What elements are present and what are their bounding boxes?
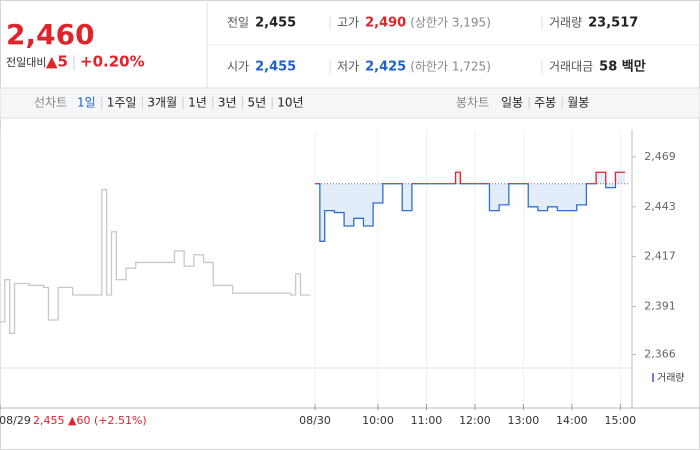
- change-pct: +0.20%: [80, 53, 145, 71]
- y-tick-label: 2,443: [644, 200, 676, 213]
- stat-label: 거래량: [549, 16, 582, 30]
- candle-tab[interactable]: 주봉: [534, 96, 556, 110]
- x-tick-label: 11:00: [411, 414, 443, 427]
- change: ▲5: [46, 53, 68, 71]
- y-tick-label: 2,366: [644, 347, 676, 360]
- tab-label: 봉차트: [456, 96, 489, 110]
- period-tab[interactable]: 1년: [188, 96, 207, 110]
- period-tab[interactable]: 3년: [218, 96, 237, 110]
- annotation: 2,455 ▲60 (+2.51%): [33, 414, 147, 427]
- tab-bar: [0, 87, 700, 119]
- period-tab[interactable]: 1일: [77, 96, 96, 110]
- x-tick-label: 10:00: [362, 414, 394, 427]
- period-tab[interactable]: 3개월: [147, 96, 177, 110]
- x-tick-label: 15:00: [604, 414, 636, 427]
- area: [315, 172, 626, 242]
- stat-label: 전일: [227, 16, 249, 30]
- period-tab[interactable]: 1주일: [107, 96, 137, 110]
- stat-value: 23,517: [588, 16, 638, 31]
- change-label: 전일대비: [6, 55, 46, 69]
- y-tick-label: 2,391: [644, 300, 676, 313]
- stat-value: 58 백만: [599, 59, 646, 75]
- stat-label: 거래대금: [549, 60, 593, 74]
- candle-tab[interactable]: 일봉: [501, 96, 523, 110]
- period-tab[interactable]: 5년: [248, 96, 267, 110]
- period-tab[interactable]: 10년: [277, 96, 303, 110]
- volume-legend-swatch: [652, 373, 654, 382]
- x-tick-label: 12:00: [459, 414, 491, 427]
- price-line: [315, 171, 626, 242]
- stat-value: 2,425: [365, 60, 406, 75]
- stat-note: (하한가 1,725): [410, 60, 491, 74]
- price-line: [0, 188, 311, 335]
- stat-value: 2,490: [365, 16, 406, 31]
- candle-tab[interactable]: 월봉: [567, 96, 589, 110]
- tab-label: 선차트: [34, 96, 67, 110]
- stat-note: (상한가 3,195): [410, 16, 491, 30]
- x-tick-label: 13:00: [508, 414, 540, 427]
- x-tick-label: 08/30: [299, 414, 331, 427]
- x-tick-label: 08/29: [0, 414, 31, 427]
- current-price: 2,460: [6, 18, 95, 51]
- volume-legend: 거래량: [657, 372, 685, 384]
- stat-value: 2,455: [255, 60, 296, 75]
- stat-label: 고가: [337, 16, 359, 30]
- stat-label: 시가: [227, 60, 249, 74]
- x-tick-label: 14:00: [556, 414, 588, 427]
- stat-value: 2,455: [255, 16, 296, 31]
- y-tick-label: 2,417: [644, 250, 676, 263]
- y-tick-label: 2,469: [644, 150, 676, 163]
- stat-label: 저가: [337, 60, 359, 74]
